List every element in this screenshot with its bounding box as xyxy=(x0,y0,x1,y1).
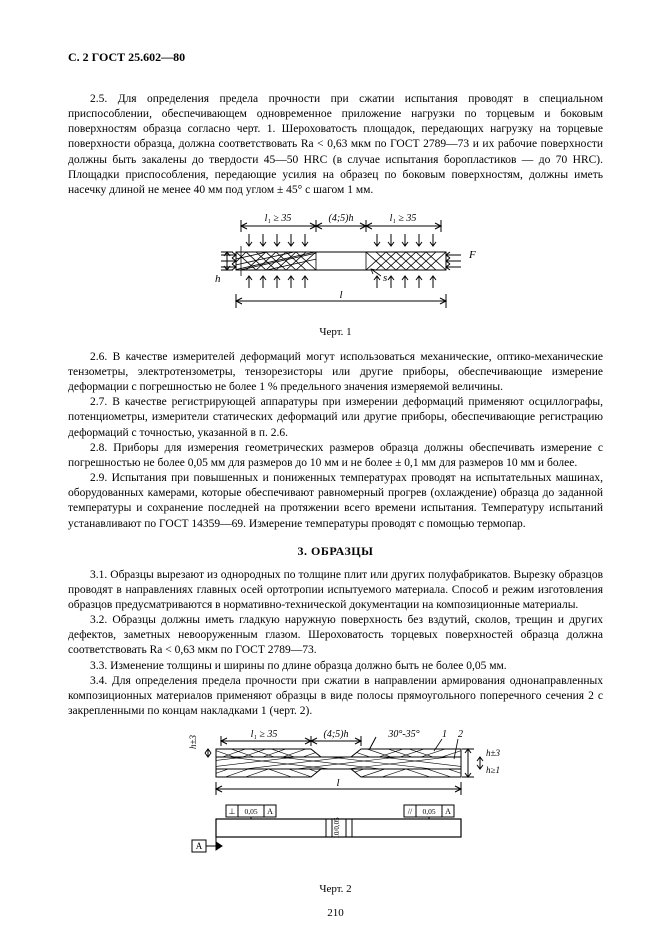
para-3-3: 3.3. Изменение толщины и ширины по длине… xyxy=(68,659,603,674)
fig2-tol-right-A: A xyxy=(445,807,451,816)
fig1-l1-left: l₁ ≥ 35 xyxy=(264,213,291,224)
para-2-6: 2.6. В качестве измерителей деформаций м… xyxy=(68,350,603,396)
fig1-s: s xyxy=(383,272,387,284)
fig2-datum-A: A xyxy=(195,841,202,851)
fig2-h1: h≥1 xyxy=(486,765,500,775)
figure-2-svg: l₁ ≥ 35 (4;5)h 30°-35° 1 2 xyxy=(156,727,516,872)
para-3-2: 3.2. Образцы должны иметь гладкую наружн… xyxy=(68,613,603,659)
fig2-perp-icon: ⊥ xyxy=(228,807,235,816)
page-number: 210 xyxy=(68,906,603,921)
fig1-F: F xyxy=(468,249,476,261)
page: С. 2 ГОСТ 25.602—80 2.5. Для определения… xyxy=(0,0,661,951)
figure-2-caption: Черт. 2 xyxy=(68,882,603,897)
fig2-l: l xyxy=(336,777,339,789)
figure-2: l₁ ≥ 35 (4;5)h 30°-35° 1 2 xyxy=(68,727,603,877)
fig1-l: l xyxy=(339,289,342,301)
fig2-para-icon: // xyxy=(407,807,412,816)
fig2-u5h: (4;5)h xyxy=(323,729,348,740)
fig1-h: h xyxy=(215,273,221,285)
fig2-tol-right-val: 0,05 xyxy=(422,807,435,816)
fig2-angle: 30°-35° xyxy=(387,729,419,740)
page-header: С. 2 ГОСТ 25.602—80 xyxy=(68,50,603,66)
fig1-u5h: (4;5)h xyxy=(328,213,353,224)
fig2-two: 2 xyxy=(458,729,463,740)
para-2-8: 2.8. Приборы для измерения геометрически… xyxy=(68,441,603,471)
fig2-tol-left-val: 0,05 xyxy=(244,807,257,816)
figure-1: l₁ ≥ 35 (4;5)h l₁ ≥ 35 xyxy=(68,206,603,321)
figure-1-caption: Черт. 1 xyxy=(68,325,603,340)
fig2-h3: h±3 xyxy=(486,748,500,758)
fig2-center-tol: 10/0,05 xyxy=(333,817,341,839)
fig2-tol-left-A: A xyxy=(267,807,273,816)
fig2-h3-left: h±3 xyxy=(188,735,198,749)
fig2-l1: l₁ ≥ 35 xyxy=(250,729,277,740)
fig1-l1-right: l₁ ≥ 35 xyxy=(389,213,416,224)
figure-1-svg: l₁ ≥ 35 (4;5)h l₁ ≥ 35 xyxy=(181,206,491,316)
section-3-title: 3. ОБРАЗЦЫ xyxy=(68,544,603,560)
para-2-5: 2.5. Для определения предела прочности п… xyxy=(68,92,603,198)
fig2-one: 1 xyxy=(442,729,447,740)
para-3-4: 3.4. Для определения предела прочности п… xyxy=(68,674,603,720)
para-2-7: 2.7. В качестве регистрирующей аппаратур… xyxy=(68,395,603,441)
para-2-9: 2.9. Испытания при повышенных и пониженн… xyxy=(68,471,603,532)
para-3-1: 3.1. Образцы вырезают из однородных по т… xyxy=(68,568,603,614)
